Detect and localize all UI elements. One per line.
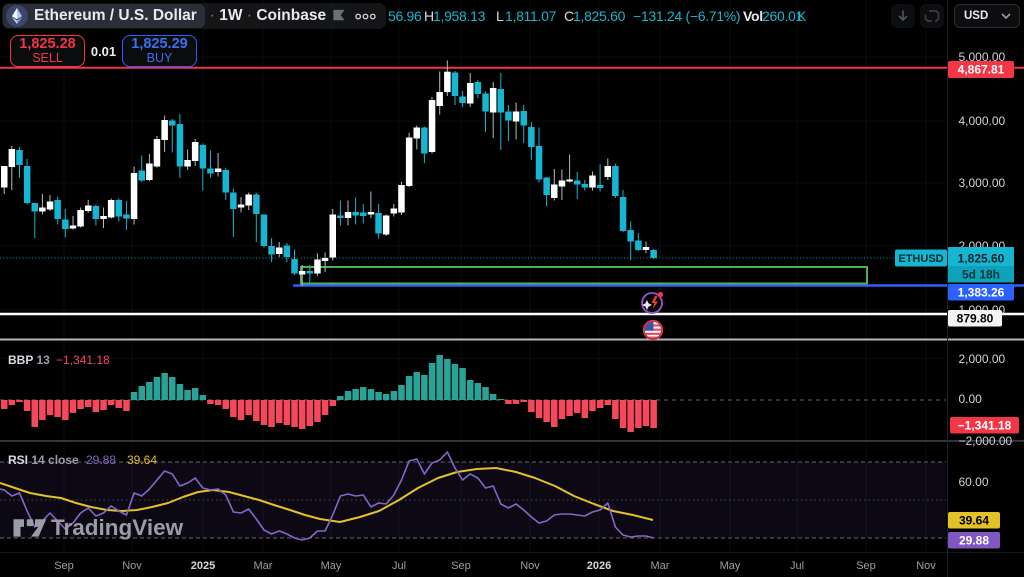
svg-text:3,000.00: 3,000.00 <box>959 176 1006 190</box>
svg-text:Mar: Mar <box>254 560 273 572</box>
svg-text:Nov: Nov <box>122 560 142 572</box>
svg-text:5d 18h: 5d 18h <box>962 268 1000 282</box>
svg-text:879.80: 879.80 <box>957 311 994 325</box>
svg-text:May: May <box>321 560 342 572</box>
svg-text:4,000.00: 4,000.00 <box>959 114 1006 128</box>
svg-text:Sep: Sep <box>856 560 876 572</box>
svg-text:39.64: 39.64 <box>959 513 989 527</box>
svg-text:−1,341.18: −1,341.18 <box>56 353 110 367</box>
svg-text:RSI 14 close: RSI 14 close <box>8 453 79 467</box>
svg-text:29.88: 29.88 <box>959 533 989 547</box>
svg-text:Jul: Jul <box>790 560 804 572</box>
svg-text:0.00: 0.00 <box>959 392 983 406</box>
svg-text:29.88: 29.88 <box>86 453 116 467</box>
svg-text:2,000.00: 2,000.00 <box>959 352 1006 366</box>
svg-text:−2,000.00: −2,000.00 <box>959 434 1013 448</box>
svg-text:2026: 2026 <box>587 560 611 572</box>
svg-text:Sep: Sep <box>54 560 74 572</box>
svg-text:39.64: 39.64 <box>127 453 157 467</box>
svg-text:BBP 13: BBP 13 <box>8 353 50 367</box>
svg-text:2025: 2025 <box>191 560 215 572</box>
svg-text:TradingView: TradingView <box>51 515 184 540</box>
svg-text:1,825.60: 1,825.60 <box>958 252 1005 266</box>
svg-text:Jul: Jul <box>392 560 406 572</box>
svg-text:Sep: Sep <box>451 560 471 572</box>
svg-text:60.00: 60.00 <box>959 475 989 489</box>
svg-text:4,867.81: 4,867.81 <box>958 63 1005 77</box>
svg-text:May: May <box>720 560 741 572</box>
svg-text:Nov: Nov <box>520 560 540 572</box>
svg-text:Mar: Mar <box>651 560 670 572</box>
svg-text:5,000.00: 5,000.00 <box>959 50 1006 64</box>
svg-text:1,383.26: 1,383.26 <box>958 285 1005 299</box>
svg-text:Nov: Nov <box>916 560 936 572</box>
svg-text:−1,341.18: −1,341.18 <box>958 418 1012 432</box>
svg-text:ETHUSD: ETHUSD <box>898 253 943 265</box>
